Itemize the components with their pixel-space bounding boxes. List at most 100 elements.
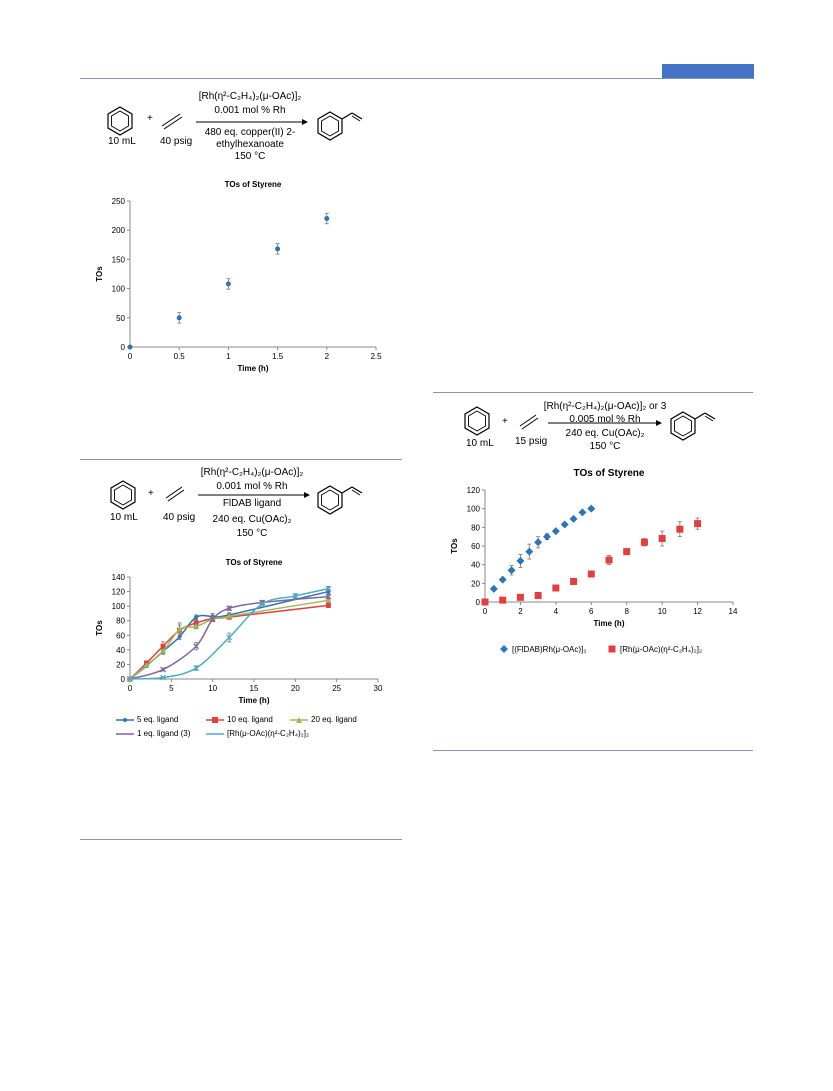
y-tick-label: 60 xyxy=(471,542,480,551)
y-tick-label: 140 xyxy=(112,573,126,582)
legend-item: [Rh(μ-OAc)(η²-C₂H₄)₂]₂ xyxy=(607,644,702,654)
x-tick-label: 6 xyxy=(589,607,594,616)
y-tick-label: 250 xyxy=(112,197,126,206)
x-tick-label: 4 xyxy=(554,607,559,616)
benzene-volume-label: 10 mL xyxy=(108,136,136,147)
data-point xyxy=(658,535,666,543)
data-point xyxy=(534,591,542,599)
loading-label: 0.001 mol % Rh xyxy=(216,481,288,492)
temperature-label: 150 °C xyxy=(234,151,266,162)
oxidant-label: 240 eq. Cu(OAc)₂ xyxy=(212,514,292,525)
data-point xyxy=(225,281,231,287)
x-tick-label: 25 xyxy=(332,684,341,693)
data-point xyxy=(676,525,684,533)
temperature-label: 150 °C xyxy=(589,441,621,452)
x-tick-label: 12 xyxy=(693,607,702,616)
y-tick-label: 100 xyxy=(112,285,126,294)
legend-item: 20 eq. ligand xyxy=(290,715,357,724)
y-tick-label: 20 xyxy=(471,579,480,588)
loading-label: 0.005 mol % Rh xyxy=(569,414,641,425)
data-point xyxy=(569,514,578,523)
data-point xyxy=(325,585,332,592)
data-point xyxy=(570,577,578,585)
chart-title: TOs of Styrene xyxy=(574,468,645,479)
legend-item: [Rh(μ-OAc)(η²-C₂H₄)₂]₂ xyxy=(206,729,309,738)
data-point xyxy=(587,504,596,513)
y-tick-label: 60 xyxy=(116,631,125,640)
x-tick-label: 0.5 xyxy=(174,352,186,361)
data-point xyxy=(640,538,648,546)
data-point xyxy=(552,584,560,592)
data-point xyxy=(325,602,331,608)
y-tick-label: 40 xyxy=(116,646,125,655)
y-tick-label: 120 xyxy=(467,486,481,495)
styrene-icon xyxy=(317,485,363,515)
ethylene-pressure-label: 40 psig xyxy=(163,512,196,523)
x-tick-label: 5 xyxy=(169,684,174,693)
x-tick-label: 8 xyxy=(624,607,629,616)
data-point xyxy=(498,575,507,584)
reaction-arrow-icon xyxy=(548,420,662,426)
y-tick-label: 0 xyxy=(121,675,126,684)
benzene-icon xyxy=(107,106,133,136)
panel2-bottom-rule xyxy=(80,839,402,840)
y-tick-label: 40 xyxy=(471,561,480,570)
x-tick-label: 15 xyxy=(250,684,259,693)
legend-label: [Rh(μ-OAc)(η²-C₂H₄)₂]₂ xyxy=(620,644,703,654)
data-point xyxy=(127,676,133,682)
x-axis-label: Time (h) xyxy=(239,696,270,705)
ethylene-icon xyxy=(165,486,185,502)
legend-item: 1 eq. ligand (3) xyxy=(116,729,190,738)
x-tick-label: 10 xyxy=(208,684,217,693)
plus-sign: + xyxy=(148,488,154,499)
data-point xyxy=(525,547,534,556)
ethylene-pressure-label: 15 psig xyxy=(515,436,548,447)
legend-label: 1 eq. ligand (3) xyxy=(137,729,191,738)
data-point xyxy=(176,315,182,321)
catalyst-label: [Rh(η²-C₂H₄)₂(μ-OAc)]₂ xyxy=(198,91,302,102)
oxidant-label-line1: 480 eq. copper(II) 2- xyxy=(204,127,296,138)
chart-styrene-tos-ligand: TOs of Styrene 0 20 40 60 80 100 120 140 0 5 10 15 20… xyxy=(95,558,383,705)
chart-styrene-tos-1: TOs of Styrene 0 50 100 150 200 250 0 0.5 1 1.5 2 2.… xyxy=(95,180,382,373)
y-tick-label: 200 xyxy=(112,226,126,235)
panel2-top-rule xyxy=(80,459,402,460)
y-axis-label: TOs xyxy=(450,538,459,554)
data-point xyxy=(551,527,560,536)
data-point xyxy=(578,508,587,517)
data-point xyxy=(516,593,524,601)
y-tick-label: 0 xyxy=(121,343,126,352)
y-tick-label: 100 xyxy=(467,505,481,514)
x-axis-label: Time (h) xyxy=(238,364,269,373)
oxidant-label: 240 eq. Cu(OAc)₂ xyxy=(565,428,645,439)
data-point xyxy=(193,643,200,650)
x-tick-label: 2 xyxy=(518,607,523,616)
styrene-icon xyxy=(670,411,716,441)
y-tick-label: 80 xyxy=(116,617,125,626)
y-tick-label: 20 xyxy=(116,660,125,669)
data-point xyxy=(560,520,569,529)
header-accent-bar xyxy=(662,64,754,78)
data-point xyxy=(325,597,332,603)
data-point xyxy=(605,556,613,564)
data-point xyxy=(543,532,551,541)
y-tick-label: 0 xyxy=(476,598,481,607)
top-rule xyxy=(80,78,754,79)
y-axis-label: TOs xyxy=(95,266,104,282)
data-point xyxy=(325,593,332,600)
data-point xyxy=(226,613,233,619)
data-point xyxy=(226,605,233,612)
x-tick-label: 20 xyxy=(291,684,300,693)
legend-label: [Rh(μ-OAc)(η²-C₂H₄)₂]₂ xyxy=(227,729,310,738)
chart-title: TOs of Styrene xyxy=(226,558,283,567)
x-tick-label: 1 xyxy=(226,352,231,361)
ligand-label: FlDAB ligand xyxy=(222,498,282,509)
legend-item: 5 eq. ligand xyxy=(116,715,178,724)
y-tick-label: 150 xyxy=(112,255,126,264)
legend-label: 5 eq. ligand xyxy=(137,715,179,724)
benzene-volume-label: 10 mL xyxy=(110,512,138,523)
x-tick-label: 0 xyxy=(128,684,133,693)
data-point xyxy=(209,616,216,623)
plus-sign: + xyxy=(502,416,508,427)
y-tick-label: 120 xyxy=(112,588,126,597)
x-tick-label: 0 xyxy=(128,352,133,361)
